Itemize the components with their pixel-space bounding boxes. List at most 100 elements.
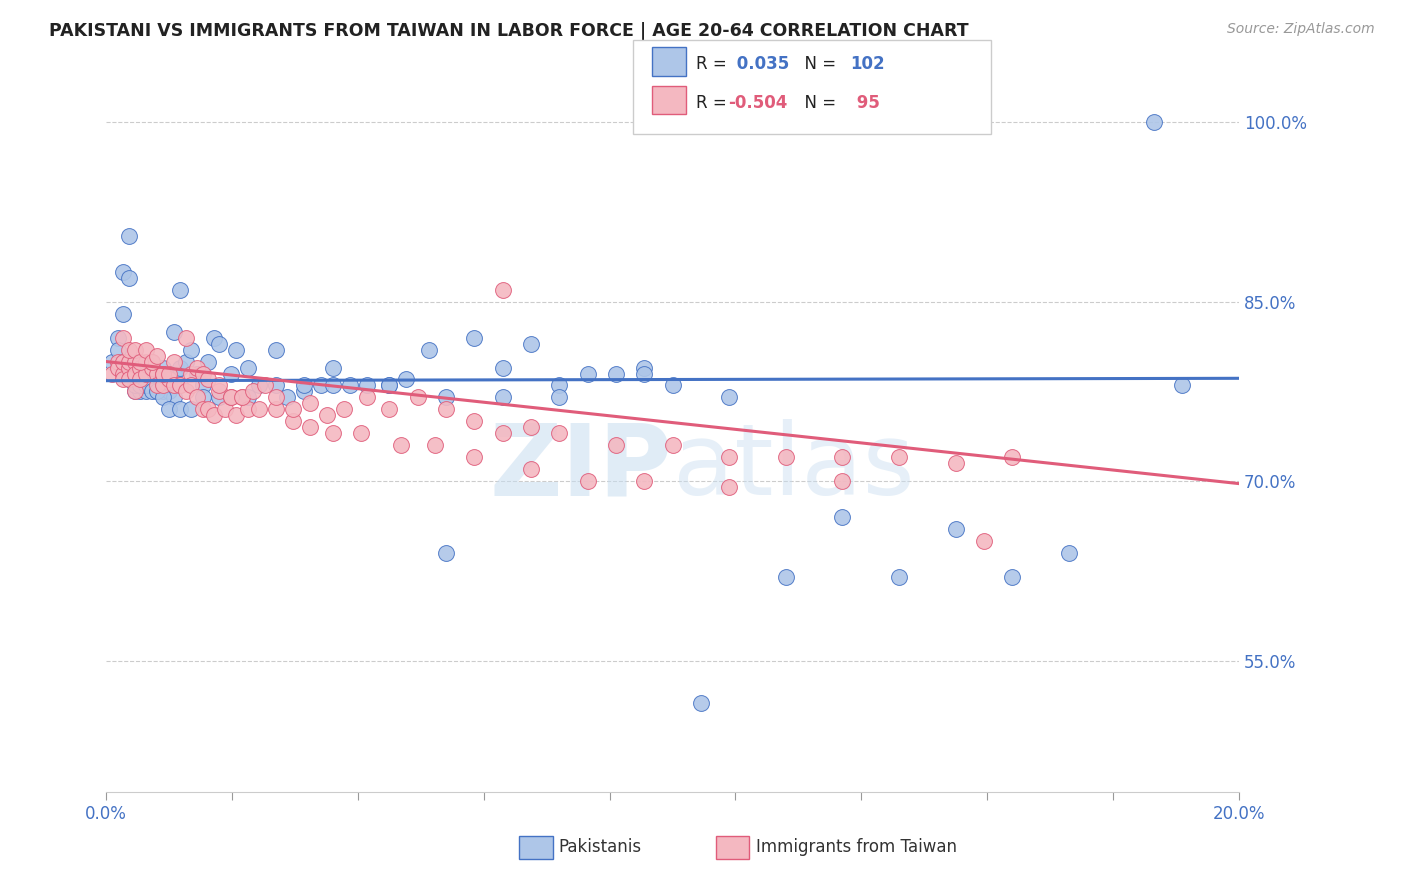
Point — [236, 360, 259, 375]
Point — [197, 354, 219, 368]
Point — [633, 360, 655, 375]
Point — [316, 409, 339, 423]
Point — [491, 360, 513, 375]
Text: R =: R = — [696, 94, 733, 112]
Text: ZIP: ZIP — [489, 419, 672, 516]
Point — [169, 378, 191, 392]
Point — [434, 391, 457, 405]
Point — [112, 372, 135, 386]
Point — [107, 343, 129, 357]
Point — [264, 378, 287, 392]
Point — [169, 283, 191, 297]
Point — [718, 450, 741, 465]
Point — [191, 367, 214, 381]
Point — [152, 367, 174, 381]
Point — [124, 372, 146, 386]
Point — [378, 378, 401, 392]
Point — [661, 438, 683, 452]
Point — [112, 354, 135, 368]
Point — [129, 360, 152, 375]
Point — [152, 367, 174, 381]
Point — [186, 367, 208, 381]
Point — [101, 354, 124, 368]
Point — [322, 426, 344, 441]
Point — [169, 402, 191, 417]
Text: 102: 102 — [851, 55, 886, 73]
Point — [945, 522, 967, 536]
Point — [1171, 378, 1194, 392]
Point — [112, 360, 135, 375]
Point — [231, 391, 253, 405]
Point — [463, 450, 485, 465]
Point — [135, 343, 157, 357]
Point — [1001, 570, 1024, 584]
Point — [124, 384, 146, 399]
Point — [174, 354, 197, 368]
Point — [322, 378, 344, 392]
Point — [146, 367, 169, 381]
Point — [197, 372, 219, 386]
Point — [887, 570, 910, 584]
Point — [124, 343, 146, 357]
Point — [124, 367, 146, 381]
Point — [169, 378, 191, 392]
Point — [163, 378, 186, 392]
Point — [129, 367, 152, 381]
Point — [186, 360, 208, 375]
Point — [141, 384, 163, 399]
Point — [219, 391, 242, 405]
Point — [124, 378, 146, 392]
Point — [146, 384, 169, 399]
Point — [141, 354, 163, 368]
Point — [141, 354, 163, 368]
Point — [423, 438, 446, 452]
Text: atlas: atlas — [672, 419, 914, 516]
Point — [322, 360, 344, 375]
Point — [141, 378, 163, 392]
Point — [152, 384, 174, 399]
Point — [174, 384, 197, 399]
Point — [118, 367, 141, 381]
Text: R =: R = — [696, 55, 733, 73]
Point — [576, 367, 599, 381]
Text: N =: N = — [794, 94, 842, 112]
Text: PAKISTANI VS IMMIGRANTS FROM TAIWAN IN LABOR FORCE | AGE 20-64 CORRELATION CHART: PAKISTANI VS IMMIGRANTS FROM TAIWAN IN L… — [49, 22, 969, 40]
Point — [152, 391, 174, 405]
Point — [281, 414, 304, 428]
Point — [112, 330, 135, 344]
Point — [135, 354, 157, 368]
Point — [356, 391, 378, 405]
Point — [180, 402, 202, 417]
Point — [163, 354, 186, 368]
Point — [135, 384, 157, 399]
Point — [831, 450, 853, 465]
Point — [253, 378, 276, 392]
Point — [831, 510, 853, 524]
Point — [180, 367, 202, 381]
Point — [163, 367, 186, 381]
Point — [202, 330, 225, 344]
Point — [152, 378, 174, 392]
Point — [197, 402, 219, 417]
Point — [236, 391, 259, 405]
Point — [191, 391, 214, 405]
Point — [112, 265, 135, 279]
Point — [118, 228, 141, 243]
Point — [152, 367, 174, 381]
Point — [146, 378, 169, 392]
Point — [141, 367, 163, 381]
Point — [242, 384, 264, 399]
Point — [157, 367, 180, 381]
Point — [247, 378, 270, 392]
Point — [299, 396, 322, 410]
Point — [112, 367, 135, 381]
Point — [831, 474, 853, 488]
Point — [463, 414, 485, 428]
Point — [208, 391, 231, 405]
Point — [107, 330, 129, 344]
Point — [129, 372, 152, 386]
Point — [775, 450, 797, 465]
Point — [264, 391, 287, 405]
Point — [157, 372, 180, 386]
Point — [548, 391, 571, 405]
